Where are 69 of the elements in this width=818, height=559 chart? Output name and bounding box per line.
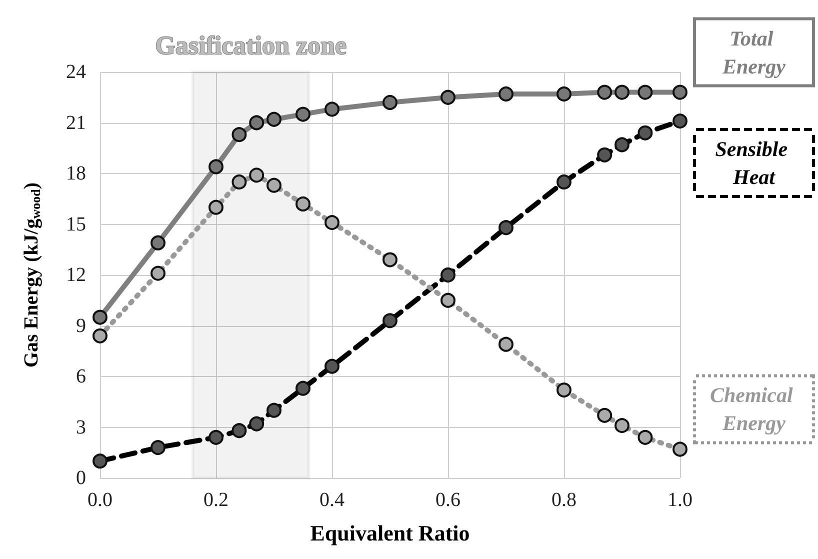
series-label: Sensible Heat (715, 137, 793, 190)
point (324, 215, 340, 230)
point (296, 380, 310, 396)
x-tick-label: 0.0 (88, 489, 112, 511)
point (92, 310, 108, 325)
y-tick-label: 18 (66, 162, 86, 184)
point (208, 200, 224, 215)
point (296, 106, 310, 122)
x-axis-title: Equivalent Ratio (310, 520, 470, 546)
band-label: Gasification zone (155, 31, 346, 60)
point (249, 168, 264, 183)
point (266, 402, 282, 418)
point (597, 147, 612, 162)
point (92, 328, 108, 344)
x-tick-label: 0.2 (204, 489, 228, 511)
point (638, 430, 653, 445)
point (266, 178, 282, 193)
point (382, 94, 398, 110)
x-tick-label: 0.6 (436, 489, 460, 511)
point (232, 174, 247, 190)
point (382, 313, 398, 328)
y-tick-label: 6 (76, 366, 86, 388)
point (556, 382, 572, 398)
y-tick-label: 15 (66, 213, 86, 236)
point (556, 174, 572, 190)
y-tick-label: 21 (66, 112, 86, 134)
point (672, 442, 688, 457)
point (638, 125, 653, 140)
point (614, 137, 630, 152)
point (150, 266, 166, 281)
x-tick-label: 0.8 (552, 489, 576, 511)
point (150, 235, 166, 250)
y-tick-label: 9 (76, 314, 86, 337)
point (232, 423, 247, 438)
series-label: Chemical Energy (710, 383, 798, 436)
point (440, 292, 456, 308)
point (638, 84, 653, 100)
y-tick-label: 3 (76, 416, 86, 438)
point (208, 430, 224, 445)
point (440, 90, 456, 105)
point (614, 418, 630, 434)
point (92, 454, 108, 469)
point (232, 127, 247, 142)
y-tick-label: 12 (66, 264, 86, 286)
point (498, 336, 514, 352)
series-label: Total Energy (722, 26, 786, 78)
point (556, 86, 572, 102)
point (597, 408, 612, 423)
point (614, 84, 630, 100)
point (597, 84, 612, 100)
point (324, 358, 340, 374)
point (672, 114, 688, 129)
y-tick-label: 24 (66, 61, 86, 83)
point (249, 115, 264, 130)
point (498, 220, 514, 236)
point (498, 86, 514, 102)
point (672, 84, 688, 100)
y-axis-title: Gas Energy (kJ/gwood) (20, 182, 43, 368)
point (440, 268, 456, 282)
x-tick-label: 1.0 (668, 489, 692, 511)
x-tick-label: 0.4 (320, 489, 344, 511)
point (296, 196, 310, 212)
point (249, 416, 264, 432)
point (382, 252, 398, 268)
y-tick-label: 0 (76, 467, 86, 489)
point (324, 102, 340, 117)
point (266, 112, 282, 127)
point (150, 440, 166, 456)
point (208, 159, 224, 174)
